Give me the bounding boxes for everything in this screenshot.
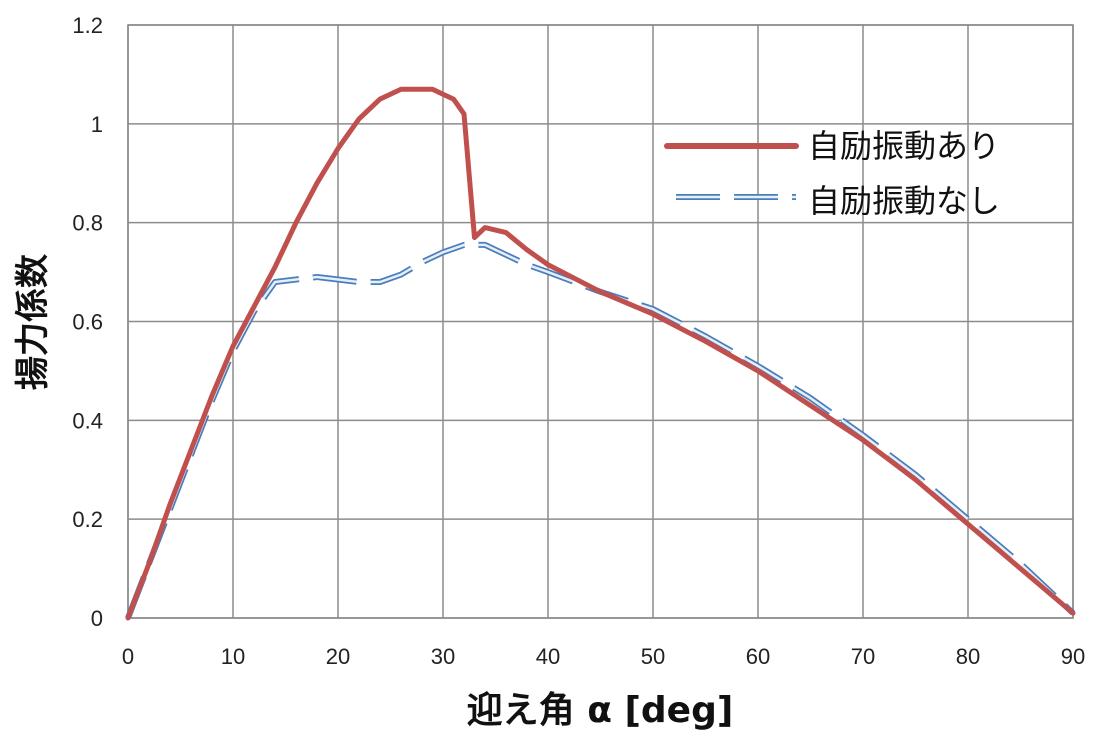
- y-tick-label: 0: [91, 606, 103, 631]
- y-tick-label: 0.2: [72, 507, 103, 532]
- x-tick-label: 70: [851, 644, 875, 669]
- x-tick-label: 20: [326, 644, 350, 669]
- y-tick-label: 0.8: [72, 211, 103, 236]
- legend-label-with-vibration: 自励振動あり: [808, 127, 1000, 165]
- x-tick-label: 60: [746, 644, 770, 669]
- y-tick-label: 0.6: [72, 310, 103, 335]
- x-tick-label: 30: [431, 644, 455, 669]
- y-tick-label: 1.2: [72, 13, 103, 38]
- legend-item-without-vibration: 自励振動なし: [676, 182, 1000, 220]
- series-line-without-vibration: [126, 243, 1074, 619]
- legend-label-without-vibration: 自励振動なし: [808, 182, 1000, 220]
- x-tick-label: 10: [221, 644, 245, 669]
- y-tick-label: 1: [91, 112, 103, 137]
- x-tick-label: 90: [1061, 644, 1085, 669]
- x-tick-label: 80: [956, 644, 980, 669]
- legend: 自励振動あり 自励振動なし: [664, 127, 1000, 220]
- x-tick-label: 40: [536, 644, 560, 669]
- y-tick-labels: 0 0.2 0.4 0.6 0.8 1 1.2: [72, 13, 103, 631]
- legend-item-with-vibration: 自励振動あり: [664, 127, 1000, 165]
- series-line-with-vibration: [125, 86, 1076, 621]
- y-tick-label: 0.4: [72, 408, 103, 433]
- series-layer: [125, 86, 1076, 621]
- y-axis-title: 揚力係数: [13, 254, 53, 390]
- x-axis-title: 迎え角 α [deg]: [467, 690, 734, 731]
- x-tick-labels: 0 10 20 30 40 50 60 70 80 90: [122, 644, 1085, 669]
- x-tick-label: 50: [641, 644, 665, 669]
- plot-frame: [127, 24, 1074, 619]
- x-tick-label: 0: [122, 644, 134, 669]
